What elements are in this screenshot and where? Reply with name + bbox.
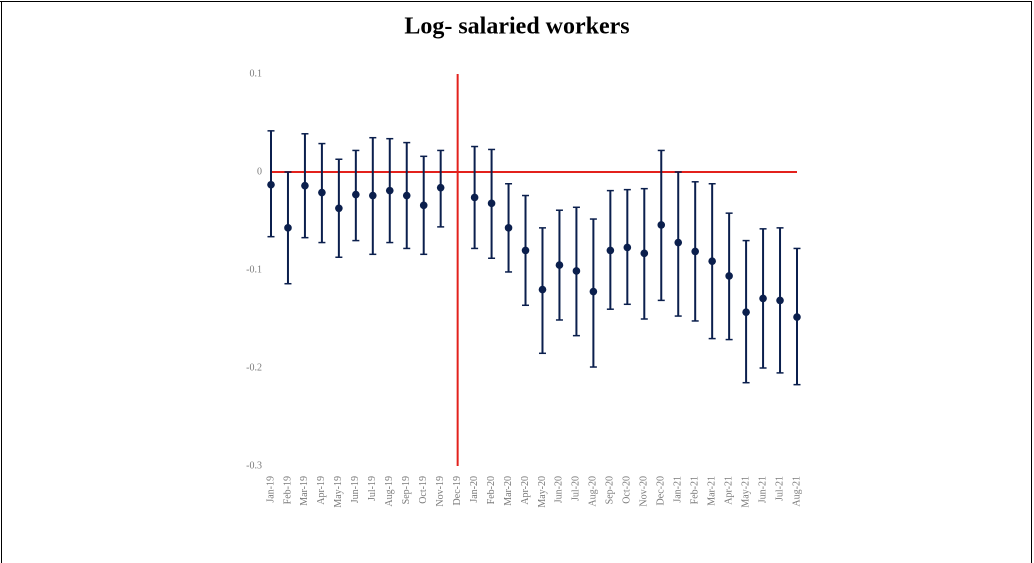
x-tick-label: Feb-20 (486, 476, 497, 504)
y-tick-label: 0.1 (250, 68, 263, 79)
point (776, 296, 784, 305)
x-tick-label: May-21 (740, 476, 751, 508)
y-tick-label: -0.1 (246, 264, 262, 275)
point (691, 247, 699, 256)
point (402, 191, 411, 200)
x-tick-label: Aug-20 (588, 476, 599, 507)
x-tick-label: Jan-19 (265, 476, 276, 503)
x-tick-label: Jul-21 (774, 476, 785, 501)
y-tick-label: 0 (257, 166, 262, 177)
x-tick-label: Jul-20 (571, 476, 582, 501)
x-tick-label: Sep-20 (605, 476, 616, 504)
x-tick-label: Oct-19 (418, 476, 429, 504)
x-tick-label: Apr-20 (520, 476, 531, 505)
point (487, 199, 496, 208)
point (555, 261, 564, 269)
x-tick-label: Aug-19 (384, 476, 395, 507)
point (352, 190, 360, 199)
x-tick-label: Jul-19 (367, 476, 378, 501)
x-tick-label: May-20 (537, 476, 548, 508)
point (335, 204, 343, 213)
point (742, 308, 750, 316)
x-tick-label: Aug-21 (791, 476, 802, 507)
x-tick-label: Dec-20 (656, 476, 667, 505)
point (521, 246, 530, 255)
x-tick-label: Jun-19 (350, 476, 361, 503)
x-tick-label: Mar-20 (503, 476, 514, 506)
point (301, 181, 309, 190)
x-tick-label: Dec-19 (452, 476, 463, 505)
y-tick-label: -0.2 (246, 362, 262, 373)
point (657, 221, 666, 229)
x-tick-label: Nov-19 (435, 476, 446, 507)
chart-title: Log- salaried workers (404, 14, 629, 40)
x-tick-label: Oct-20 (622, 476, 633, 504)
point (606, 246, 615, 255)
point (369, 191, 377, 200)
point (708, 257, 716, 265)
point (267, 180, 275, 189)
point (436, 183, 445, 192)
x-tick-label: Feb-19 (282, 476, 293, 504)
x-tick-label: Mar-21 (706, 476, 717, 506)
point (284, 224, 292, 232)
point (589, 287, 598, 296)
x-tick-label: Nov-20 (639, 476, 650, 507)
x-tick-label: Jun-20 (554, 476, 565, 503)
point (538, 285, 547, 294)
point (572, 267, 581, 275)
x-tick-label: Apr-19 (316, 476, 327, 505)
point (674, 238, 683, 247)
x-tick-label: Feb-21 (689, 476, 700, 504)
point (318, 188, 326, 197)
point (759, 294, 767, 303)
x-tick-label: Mar-19 (299, 476, 310, 506)
point (623, 243, 632, 252)
point (504, 224, 513, 232)
x-tick-label: May-19 (333, 476, 344, 508)
x-tick-label: Sep-19 (401, 476, 412, 504)
x-tick-label: Jan-20 (469, 476, 480, 503)
y-tick-label: -0.3 (246, 460, 262, 471)
point (470, 193, 479, 202)
x-tick-label: Jun-21 (757, 476, 768, 503)
x-tick-label: Apr-21 (723, 476, 734, 505)
point (385, 186, 394, 195)
point (725, 272, 733, 280)
point (640, 249, 649, 258)
x-tick-label: Jan-21 (673, 476, 684, 503)
point (793, 313, 801, 321)
point (419, 201, 428, 210)
